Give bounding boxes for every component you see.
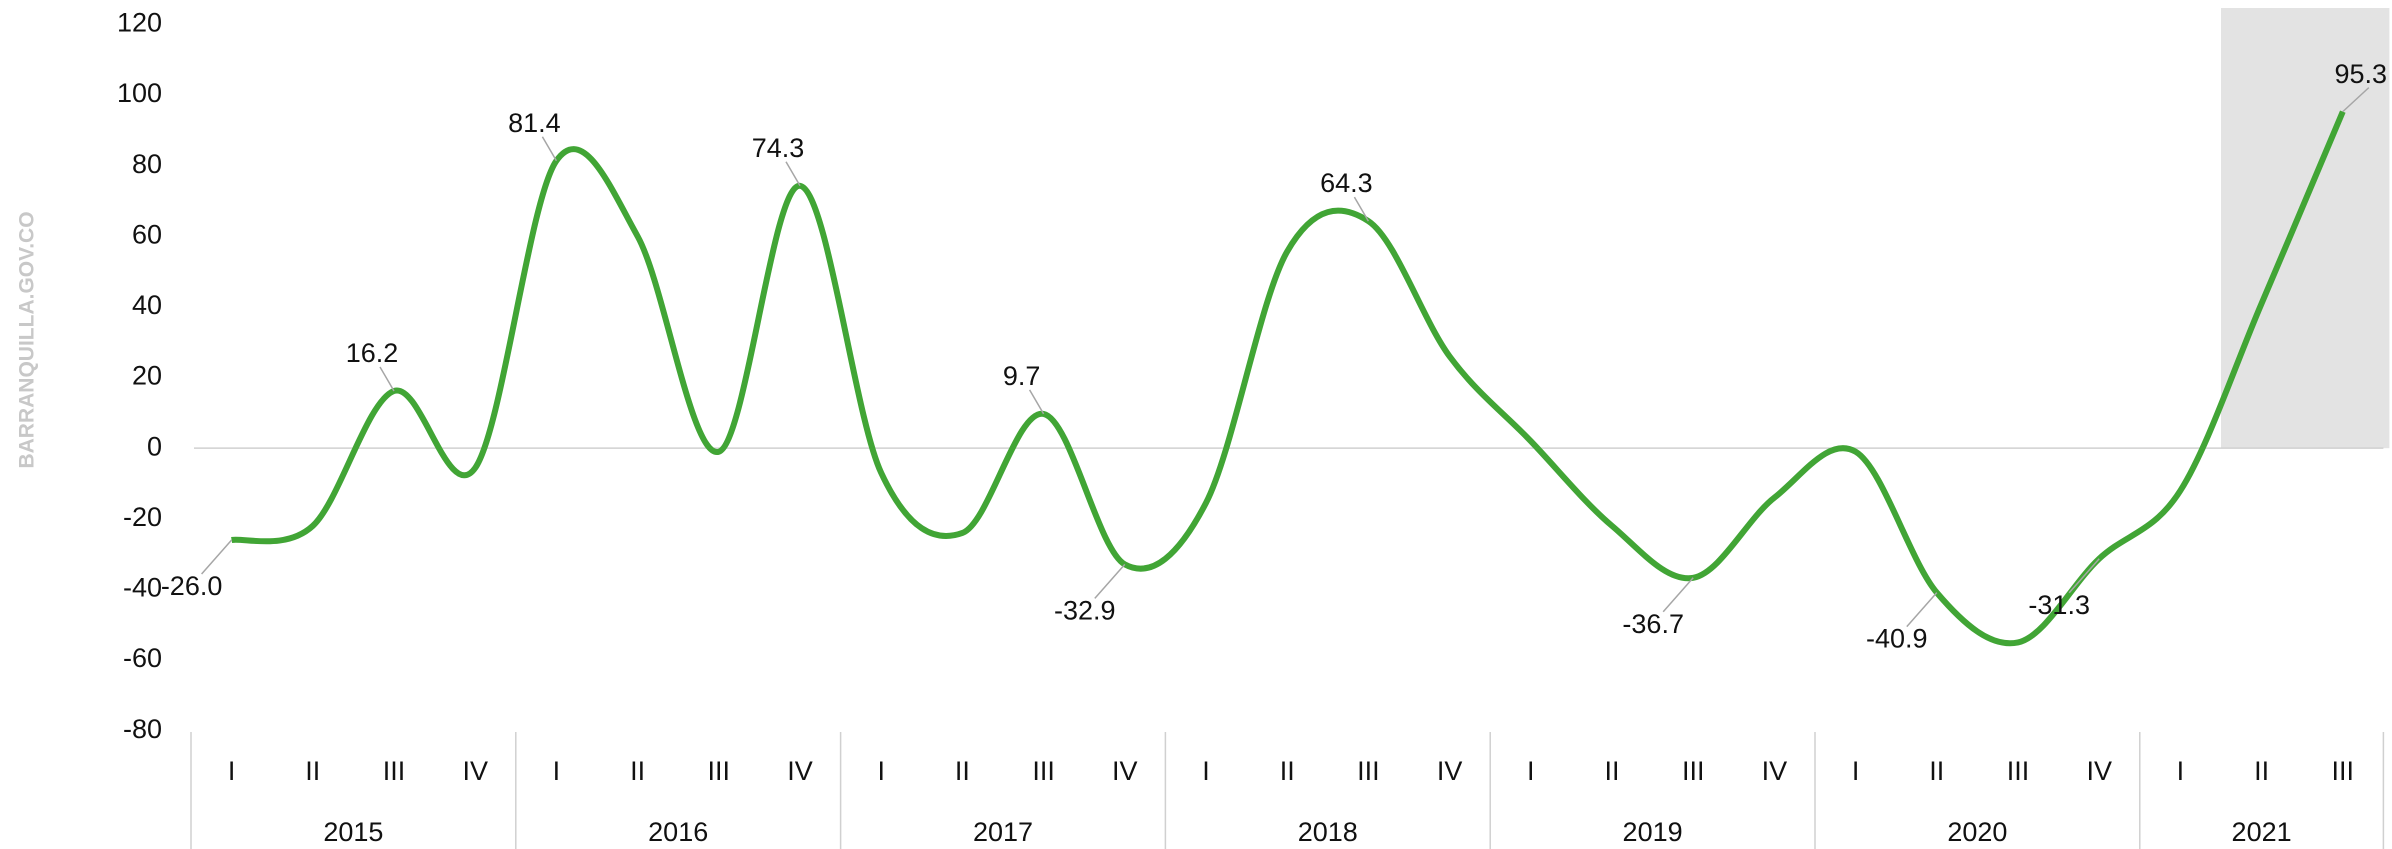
leader-line [1906,592,1938,628]
x-group-label: 2019 [1623,817,1683,847]
leader-line [379,366,395,392]
leader-line [1094,563,1126,599]
x-tick-label: III [2007,756,2030,786]
y-tick-label: 40 [132,290,162,320]
data-label: 9.7 [1003,361,1041,391]
x-group-label: 2015 [323,817,383,847]
x-group-label: 2017 [973,817,1033,847]
x-tick-label: I [553,756,561,786]
x-tick-label: III [1032,756,1055,786]
watermark: BARRANQUILLA.GOV.CO [16,211,39,468]
x-tick-label: II [305,756,320,786]
leader-line [1662,577,1694,613]
y-tick-label: -20 [123,502,162,532]
x-tick-label: III [1357,756,1380,786]
x-tick-label: I [1527,756,1535,786]
x-tick-label: I [2177,756,2185,786]
highlight-region [2221,8,2390,449]
x-tick-label: I [1852,756,1860,786]
x-tick-label: IV [2086,756,2112,786]
x-tick-label: II [630,756,645,786]
x-tick-label: III [1682,756,1705,786]
y-tick-label: 60 [132,219,162,249]
data-label: 95.3 [2335,59,2388,89]
data-label: -31.3 [2028,590,2090,620]
y-tick-label: -60 [123,643,162,673]
data-label: 74.3 [752,133,805,163]
x-group-label: 2021 [2232,817,2292,847]
leader-line [1028,389,1045,415]
x-tick-label: II [1604,756,1619,786]
x-tick-label: IV [462,756,488,786]
y-tick-label: 20 [132,361,162,391]
x-tick-label: III [2332,756,2355,786]
data-label: 16.2 [346,338,399,368]
leader-line [1353,196,1370,222]
y-tick-label: -80 [123,714,162,744]
x-tick-label: IV [1112,756,1138,786]
y-tick-label: 120 [117,8,162,38]
x-group-label: 2016 [648,817,708,847]
data-label: 81.4 [508,108,561,138]
leader-line [785,161,801,187]
data-label: -26.0 [161,571,223,601]
data-label: -40.9 [1866,624,1928,654]
x-group-label: 2018 [1298,817,1358,847]
y-tick-label: 100 [117,78,162,108]
x-tick-label: IV [1437,756,1463,786]
x-tick-label: III [708,756,731,786]
x-tick-label: IV [787,756,813,786]
x-tick-label: I [228,756,236,786]
x-tick-label: II [955,756,970,786]
data-label: -32.9 [1054,595,1116,625]
x-tick-label: II [1280,756,1295,786]
y-tick-label: 80 [132,149,162,179]
x-group-label: 2020 [1947,817,2007,847]
leader-line [541,136,558,162]
data-line [231,110,2346,647]
data-label: -36.7 [1622,609,1684,639]
x-tick-label: III [383,756,406,786]
leader-line [2068,558,2100,594]
x-tick-label: I [1202,756,1210,786]
data-label: 64.3 [1320,168,1373,198]
x-tick-label: II [2254,756,2269,786]
y-tick-label: -40 [123,573,162,603]
x-tick-label: II [1929,756,1944,786]
leader-line [2342,87,2370,113]
leader-line [201,539,233,575]
x-tick-label: I [877,756,885,786]
x-tick-label: IV [1762,756,1788,786]
y-tick-label: 0 [147,431,162,461]
